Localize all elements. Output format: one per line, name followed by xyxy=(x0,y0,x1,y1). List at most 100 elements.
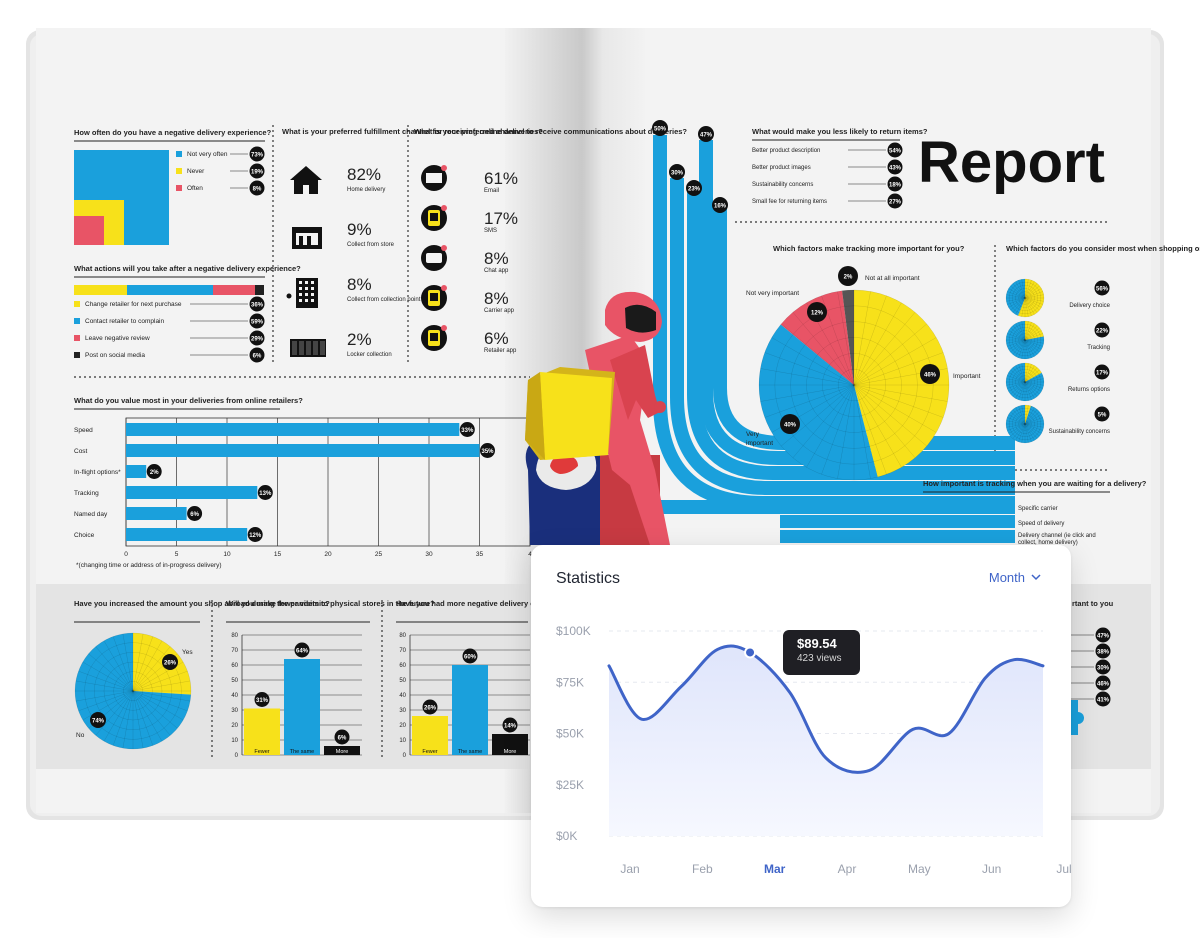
delivery-box xyxy=(525,367,615,460)
pie-web-line xyxy=(760,368,855,386)
pie-web-line xyxy=(1024,367,1038,383)
q1-block: How often do you have a negative deliver… xyxy=(74,128,272,245)
tick-label: 50 xyxy=(231,678,238,684)
badge-circle xyxy=(1095,643,1111,659)
pie-web-line xyxy=(1015,281,1026,299)
pie-web-ring xyxy=(1012,369,1038,395)
pie-web-line xyxy=(792,312,855,386)
tick-label: 70 xyxy=(231,648,238,654)
tick-label: 0 xyxy=(403,753,407,759)
badge-circle xyxy=(187,506,203,521)
q5-bar-badge: 33% xyxy=(459,422,475,437)
pie-web-line xyxy=(781,323,855,386)
q13-badge: 47% xyxy=(1095,627,1111,643)
badge-circle xyxy=(686,180,702,196)
pie-web-ring xyxy=(1021,378,1029,386)
tick-label: 50 xyxy=(399,678,406,684)
pie-web-line xyxy=(1007,417,1026,425)
tick-label: 80 xyxy=(399,633,406,639)
building-icon xyxy=(286,278,318,308)
pie-web-line xyxy=(1018,423,1026,442)
pie-web-line xyxy=(1006,297,1026,302)
badge-text: 46% xyxy=(1097,681,1110,687)
q5-tick-label: 0 xyxy=(124,551,128,558)
pie-web-ring xyxy=(1015,414,1035,434)
legend-swatch xyxy=(74,301,80,307)
tooltip-subtext: 423 views xyxy=(797,653,842,664)
badge-circle xyxy=(90,712,106,728)
q3-value: 8% xyxy=(347,275,372,294)
pie-web-line xyxy=(1006,336,1026,341)
q1-legend-label: Not very often xyxy=(187,151,228,158)
q8-block: Which factors do you consider most when … xyxy=(1005,244,1200,444)
pie-web-line xyxy=(1012,367,1026,383)
q9-label: Speed of delivery xyxy=(1018,521,1064,527)
badge-circle xyxy=(887,193,903,209)
q8-mini-pie xyxy=(1005,404,1045,444)
badge-text: 50% xyxy=(654,126,667,132)
email-icon xyxy=(421,165,447,191)
badge-text: 43% xyxy=(889,165,902,171)
badge-text: 59% xyxy=(251,319,264,325)
q5-tick-label: 35 xyxy=(476,551,484,558)
pie-web-line xyxy=(760,384,855,402)
pie-web-line xyxy=(1024,339,1035,357)
pie-web-line xyxy=(1021,381,1026,401)
pie-web-line xyxy=(1008,288,1026,299)
pie-web-line xyxy=(853,337,937,386)
pie-web-line xyxy=(1024,325,1038,341)
q8-badge: 5% xyxy=(1094,406,1110,422)
q2-block: What actions will you take after a negat… xyxy=(74,264,301,363)
q3-question-line: What is your preferred fulfillment chann… xyxy=(282,127,543,136)
q5-tick-label: 25 xyxy=(375,551,383,558)
pie-web-line xyxy=(853,323,927,386)
q2-legend-label: Post on social media xyxy=(85,352,145,359)
month-select[interactable]: Month xyxy=(989,570,1041,585)
pie-web-line xyxy=(132,640,163,692)
q3-items: 82% Home delivery 9% Collect from store 8% Co… xyxy=(286,165,421,358)
pie-web-ring xyxy=(1015,372,1035,392)
q2-legend-label: Change retailer for next purchase xyxy=(85,301,182,308)
pie-slice xyxy=(1005,363,1044,402)
highlight-point xyxy=(744,646,757,659)
pie-web-ring xyxy=(1008,407,1042,441)
pie-slice xyxy=(1025,321,1044,340)
q8-mini-pie xyxy=(1005,320,1045,360)
q12-block: Have you had more negative delivery expe… xyxy=(396,599,654,759)
pie-web-line xyxy=(853,384,902,468)
pie-web-line xyxy=(1024,330,1042,341)
pie-web-line xyxy=(1024,417,1043,425)
q9-label: Specific carrier xyxy=(1018,506,1058,512)
pie-web-ring xyxy=(1005,362,1045,402)
pie-web-line xyxy=(1024,381,1042,392)
pie-slice xyxy=(1006,321,1044,360)
x-tick-label: Jul xyxy=(1056,862,1071,876)
courier-illustration xyxy=(525,291,670,545)
pie-web-line xyxy=(1024,297,1040,311)
pie-web-line xyxy=(1024,381,1038,397)
pie-slice xyxy=(1006,279,1025,316)
legend-swatch xyxy=(176,168,182,174)
badge-circle xyxy=(249,313,265,329)
locker-icon xyxy=(290,339,326,357)
pie-web-line xyxy=(1024,363,1029,383)
q1-legend: Not very often 73% Never 19% Often 8% xyxy=(176,146,265,196)
badge-text: 74% xyxy=(92,718,105,724)
q8-badge: 56% xyxy=(1094,280,1110,296)
pie-web-ring xyxy=(1008,281,1042,315)
badge-circle xyxy=(887,159,903,175)
pie-web-line xyxy=(1008,297,1026,308)
badge-text: 30% xyxy=(671,170,684,176)
month-select-label: Month xyxy=(988,570,1025,585)
badge-circle xyxy=(249,296,265,312)
pie-web-line xyxy=(1018,339,1026,358)
badge-circle xyxy=(838,266,858,286)
bar-label: The same xyxy=(290,749,314,755)
q8-mini-pie xyxy=(1005,362,1045,402)
pie-web-line xyxy=(853,291,871,386)
pie-web-line xyxy=(1024,339,1040,353)
pie-web-ring xyxy=(822,353,886,417)
pie-slice xyxy=(1025,405,1031,424)
pie-web-line xyxy=(132,690,154,746)
q5-tick-label: 5 xyxy=(175,551,179,558)
